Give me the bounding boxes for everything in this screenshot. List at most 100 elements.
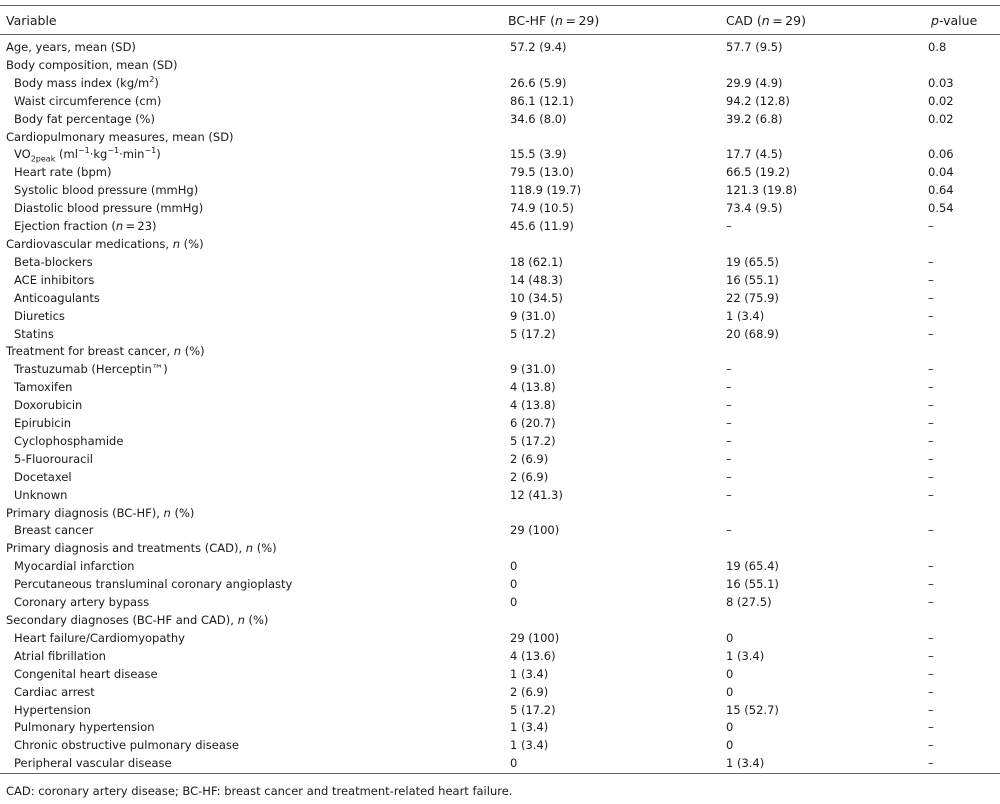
cell-pvalue: – (928, 398, 934, 413)
cell-pvalue: – (928, 416, 934, 431)
baseline-characteristics-table-container: Variable BC-HF (n = 29) CAD (n = 29) p-v… (0, 5, 1000, 775)
table-row: Statins 5 (17.2) 20 (68.9) – (0, 326, 1000, 344)
cell-pvalue: – (928, 362, 934, 377)
cell-cad (720, 129, 925, 147)
cell-bchf: 74.9 (10.5) (510, 201, 574, 216)
table-row: Diastolic blood pressure (mmHg) 74.9 (10.… (0, 200, 1000, 218)
cell-cad: – (726, 380, 732, 395)
row-label: Ejection fraction (n = 23) (14, 219, 157, 234)
cell-bchf: 4 (13.8) (510, 398, 556, 413)
row-label: Peripheral vascular disease (0, 755, 500, 775)
row-label: Diuretics (14, 308, 65, 323)
table-row: Primary diagnosis and treatments (CAD), … (0, 540, 1000, 558)
cell-cad: – (726, 487, 732, 502)
cell-pvalue: – (928, 451, 934, 466)
cell-pvalue: 0.02 (928, 111, 954, 126)
cell-pvalue: – (928, 290, 934, 305)
cell-pvalue: – (928, 326, 934, 341)
cell-bchf: 34.6 (8.0) (510, 111, 567, 126)
cell-cad: 16 (55.1) (726, 272, 779, 287)
row-label: ACE inhibitors (14, 272, 95, 287)
cell-bchf (500, 343, 720, 361)
cell-pvalue: – (928, 469, 934, 484)
cell-pvalue (925, 343, 1000, 361)
row-label: Cardiovascular medications, n (%) (6, 236, 204, 251)
cell-pvalue (925, 540, 1000, 558)
row-label: Trastuzumab (Herceptin™) (14, 362, 168, 377)
cell-cad: 8 (27.5) (726, 595, 772, 610)
cell-pvalue: – (928, 308, 934, 323)
table-row: Treatment for breast cancer, n (%) (0, 343, 1000, 361)
row-label: Pulmonary hypertension (14, 720, 155, 735)
table-row: Breast cancer 29 (100) – – (0, 522, 1000, 540)
table-row: Epirubicin 6 (20.7) – – (0, 415, 1000, 433)
cell-bchf (500, 505, 720, 523)
cell-bchf: 4 (13.6) (510, 648, 556, 663)
cell-pvalue: – (928, 630, 934, 645)
cell-bchf: 1 (3.4) (510, 720, 549, 735)
table-row: Cyclophosphamide 5 (17.2) – – (0, 433, 1000, 451)
cell-cad: 15 (52.7) (726, 702, 779, 717)
table-row: Unknown 12 (41.3) – – (0, 487, 1000, 505)
cell-pvalue: 0.03 (928, 75, 954, 90)
cell-bchf: 26.6 (5.9) (510, 75, 567, 90)
cell-cad: 0 (726, 684, 734, 699)
cell-bchf: 0 (500, 755, 720, 775)
row-label: Unknown (14, 487, 68, 502)
row-label: Age, years, mean (SD) (6, 40, 136, 54)
cell-pvalue: – (928, 577, 934, 592)
cell-cad: 22 (75.9) (726, 290, 779, 305)
cell-pvalue (925, 129, 1000, 147)
cell-bchf: 10 (34.5) (510, 290, 563, 305)
table-row: Atrial fibrillation 4 (13.6) 1 (3.4) – (0, 648, 1000, 666)
cell-pvalue: – (928, 666, 934, 681)
cell-pvalue: – (928, 738, 934, 753)
cell-cad: – (726, 433, 732, 448)
row-label: Body composition, mean (SD) (6, 57, 178, 72)
header-pvalue: p-value (925, 5, 1000, 35)
cell-cad: – (726, 219, 732, 234)
cell-bchf: 6 (20.7) (510, 416, 556, 431)
baseline-characteristics-table: Variable BC-HF (n = 29) CAD (n = 29) p-v… (0, 5, 1000, 775)
row-label: Beta-blockers (14, 254, 93, 269)
cell-bchf: 5 (17.2) (510, 702, 556, 717)
cell-bchf: 14 (48.3) (510, 272, 563, 287)
cell-cad (720, 57, 925, 75)
table-row: Waist circumference (cm) 86.1 (12.1) 94.2 … (0, 93, 1000, 111)
header-bchf: BC-HF (n = 29) (500, 5, 720, 35)
row-label: 5-Fluorouracil (14, 451, 93, 466)
row-label: Congenital heart disease (14, 666, 158, 681)
cell-cad: 17.7 (4.5) (726, 147, 783, 162)
cell-cad: 94.2 (12.8) (726, 93, 790, 108)
cell-bchf: 118.9 (19.7) (510, 183, 582, 198)
row-label: Body mass index (kg/m2) (14, 74, 159, 90)
cell-cad (720, 343, 925, 361)
cell-cad: – (726, 398, 732, 413)
cell-pvalue (925, 57, 1000, 75)
row-label: Body fat percentage (%) (14, 111, 155, 126)
table-row: Systolic blood pressure (mmHg) 118.9 (19.… (0, 182, 1000, 200)
cell-bchf (500, 540, 720, 558)
table-row: Anticoagulants 10 (34.5) 22 (75.9) – (0, 290, 1000, 308)
cell-cad: 73.4 (9.5) (726, 201, 783, 216)
row-label: Cardiopulmonary measures, mean (SD) (6, 129, 234, 144)
cell-cad (720, 505, 925, 523)
row-label: Heart failure/Cardiomyopathy (14, 630, 185, 645)
header-cad: CAD (n = 29) (720, 5, 925, 35)
table-row: Docetaxel 2 (6.9) – – (0, 469, 1000, 487)
row-label: Heart rate (bpm) (14, 165, 112, 180)
cell-pvalue: – (928, 595, 934, 610)
table-row: ACE inhibitors 14 (48.3) 16 (55.1) – (0, 272, 1000, 290)
cell-pvalue (925, 505, 1000, 523)
cell-bchf (500, 236, 720, 254)
cell-cad: 1 (3.4) (726, 648, 765, 663)
cell-pvalue: 0.64 (928, 183, 954, 198)
table-row: Percutaneous transluminal coronary angio… (0, 576, 1000, 594)
table-row: Age, years, mean (SD) 57.2 (9.4) 57.7 (9.5… (0, 35, 1000, 57)
row-label: Docetaxel (14, 469, 72, 484)
row-label: VO2peak (ml−1·kg−1·min−1) (14, 146, 161, 164)
table-row: Ejection fraction (n = 23) 45.6 (11.9) – – (0, 218, 1000, 236)
cell-bchf: 12 (41.3) (510, 487, 563, 502)
cell-cad: – (726, 523, 732, 538)
table-row: Hypertension 5 (17.2) 15 (52.7) – (0, 702, 1000, 720)
